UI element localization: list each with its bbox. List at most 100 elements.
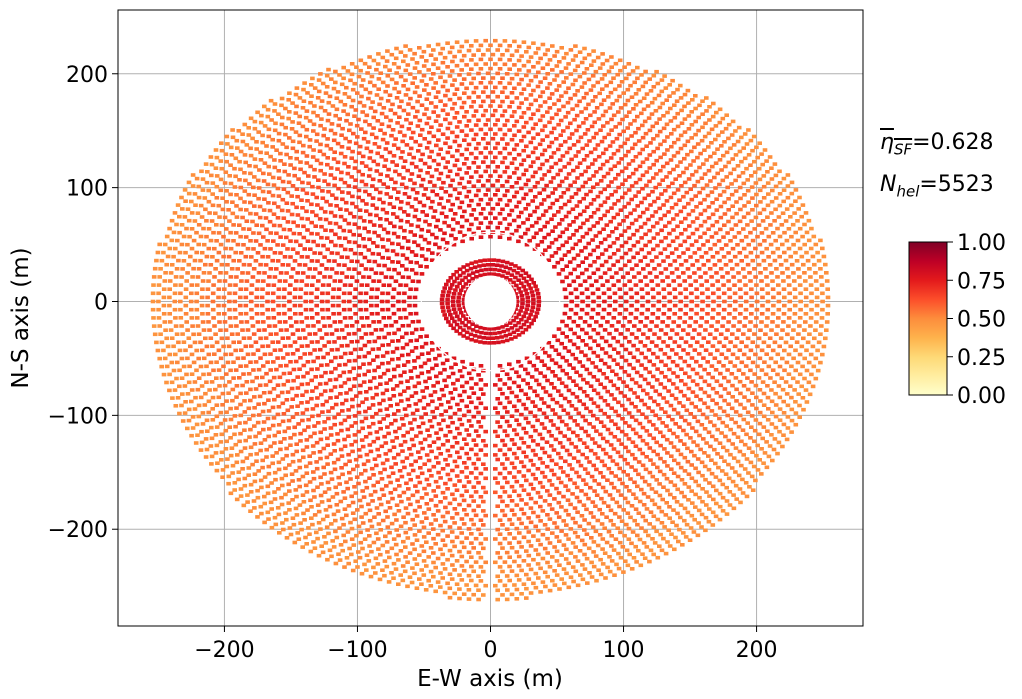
heliostat-point: [708, 444, 713, 449]
heliostat-point: [741, 372, 746, 376]
heliostat-point: [584, 67, 590, 71]
heliostat-point: [500, 485, 505, 490]
heliostat-point: [319, 482, 324, 486]
heliostat-point: [355, 135, 360, 139]
heliostat-point: [381, 493, 387, 497]
heliostat-point: [328, 452, 334, 456]
heliostat-point: [600, 113, 606, 118]
heliostat-point: [682, 279, 687, 283]
heliostat-point: [394, 384, 400, 388]
heliostat-point: [662, 460, 667, 464]
heliostat-point: [205, 303, 210, 308]
heliostat-point: [322, 324, 327, 328]
heliostat-point: [431, 134, 437, 139]
heliostat-point: [419, 272, 425, 276]
heliostat-point: [617, 515, 622, 519]
heliostat-point: [253, 164, 258, 169]
heliostat-point: [399, 245, 405, 250]
heliostat-point: [672, 312, 677, 316]
heliostat-point: [737, 348, 743, 352]
heliostat-point: [438, 371, 443, 375]
heliostat-point: [586, 521, 592, 526]
heliostat-point: [281, 227, 287, 232]
heliostat-point: [702, 219, 708, 224]
heliostat-point: [504, 275, 509, 280]
heliostat-point: [746, 242, 751, 247]
heliostat-point: [759, 320, 764, 324]
heliostat-point: [698, 275, 703, 279]
heliostat-point: [514, 143, 520, 147]
heliostat-point: [593, 365, 599, 369]
heliostat-point: [728, 340, 733, 344]
heliostat-point: [342, 180, 348, 185]
heliostat-point: [216, 295, 221, 300]
heliostat-point: [363, 87, 369, 92]
heliostat-point: [509, 484, 515, 489]
heliostat-point: [324, 143, 330, 148]
heliostat-point: [607, 295, 612, 300]
heliostat-point: [564, 176, 569, 180]
heliostat-point: [526, 69, 532, 73]
heliostat-point: [306, 181, 311, 186]
heliostat-point: [473, 193, 479, 198]
heliostat-point: [339, 145, 345, 149]
heliostat-point: [216, 368, 222, 372]
heliostat-point: [304, 209, 309, 214]
heliostat-point: [333, 232, 338, 237]
heliostat-point: [536, 295, 541, 300]
heliostat-point: [385, 230, 391, 235]
heliostat-point: [617, 287, 623, 291]
heliostat-point: [390, 439, 395, 443]
heliostat-point: [377, 179, 383, 183]
heliostat-point: [690, 173, 695, 177]
heliostat-point: [471, 461, 477, 466]
heliostat-point: [666, 414, 671, 419]
heliostat-point: [391, 231, 397, 236]
heliostat-point: [586, 433, 591, 438]
heliostat-point: [497, 104, 503, 108]
heliostat-point: [646, 483, 652, 487]
heliostat-point: [591, 328, 597, 332]
heliostat-point: [538, 504, 543, 509]
heliostat-point: [726, 391, 731, 395]
heliostat-point: [502, 123, 508, 127]
heliostat-point: [396, 533, 401, 538]
heliostat-point: [521, 111, 527, 115]
heliostat-point: [578, 225, 583, 230]
heliostat-point: [450, 444, 455, 449]
heliostat-point: [281, 382, 287, 387]
heliostat-point: [734, 399, 739, 403]
heliostat-point: [332, 214, 338, 218]
heliostat-point: [526, 283, 532, 287]
heliostat-point: [584, 507, 589, 512]
heliostat-point: [393, 137, 398, 141]
heliostat-point: [307, 454, 312, 458]
heliostat-point: [629, 504, 635, 508]
heliostat-point: [609, 117, 614, 122]
heliostat-point: [362, 372, 367, 377]
heliostat-point: [590, 74, 596, 78]
heliostat-point: [674, 213, 680, 217]
heliostat-point: [637, 384, 643, 389]
heliostat-point: [461, 100, 467, 105]
heliostat-point: [421, 203, 427, 208]
heliostat-point: [598, 382, 603, 386]
heliostat-point: [430, 366, 435, 371]
heliostat-point: [364, 113, 370, 118]
heliostat-point: [717, 258, 722, 263]
heliostat-point: [294, 149, 299, 154]
heliostat-point: [731, 324, 736, 328]
heliostat-point: [564, 240, 569, 244]
heliostat-point: [288, 255, 293, 259]
heliostat-point: [727, 287, 732, 291]
heliostat-point: [725, 328, 730, 332]
heliostat-point: [497, 424, 503, 429]
heliostat-point: [516, 312, 522, 317]
heliostat-point: [493, 146, 498, 150]
heliostat-point: [443, 93, 448, 98]
heliostat-point: [361, 136, 367, 141]
heliostat-point: [404, 342, 410, 347]
heliostat-point: [748, 279, 753, 283]
heliostat-point: [637, 177, 643, 182]
heliostat-point: [521, 450, 526, 455]
